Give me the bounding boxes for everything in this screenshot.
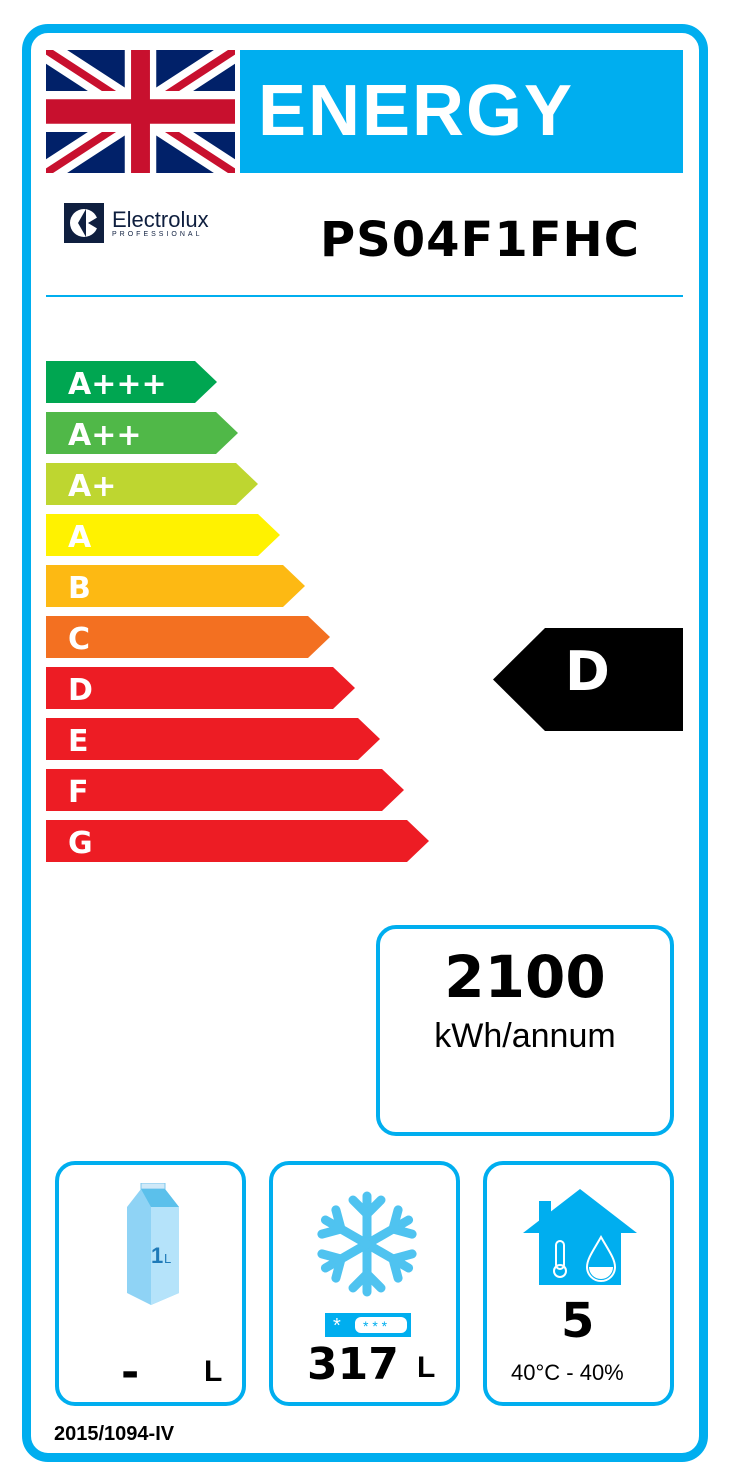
consumption-unit: kWh/annum	[434, 1017, 616, 1055]
rating-class: D	[565, 640, 610, 703]
model-number: PS04F1FHC	[320, 212, 640, 268]
rating-arrow	[493, 628, 683, 731]
energy-title: ENERGY	[240, 50, 683, 173]
class-label: A+	[68, 469, 116, 504]
brand-name: Electrolux	[112, 206, 209, 232]
union-jack-flag-icon	[46, 50, 235, 173]
svg-text:*: *	[333, 1315, 341, 1337]
class-bar-g	[46, 820, 429, 862]
svg-text:* * *: * * *	[363, 1318, 388, 1334]
class-bar-d	[46, 667, 355, 709]
snowflake-icon	[317, 1191, 417, 1299]
class-bar-b	[46, 565, 305, 607]
label-frame	[22, 24, 708, 1462]
divider	[46, 295, 683, 297]
class-label: G	[68, 826, 93, 861]
electrolux-logo-icon	[64, 203, 104, 243]
class-label: A+++	[68, 367, 167, 402]
class-bar-ap	[46, 463, 258, 505]
chilled-unit: L	[204, 1355, 223, 1388]
class-label: E	[68, 724, 89, 759]
class-label: A	[68, 520, 92, 555]
milk-carton-icon: 1 L	[127, 1183, 179, 1305]
climate-class-box: 5 40°C - 40%	[483, 1161, 674, 1406]
consumption-value: 2100	[444, 943, 606, 1011]
climate-class: 5	[561, 1293, 595, 1349]
frozen-unit: L	[417, 1351, 436, 1384]
frozen-value: 317	[307, 1339, 399, 1390]
class-bar-c	[46, 616, 330, 658]
class-label: C	[68, 622, 90, 657]
brand-logo: Electrolux PROFESSIONAL	[64, 203, 209, 243]
chilled-volume-box: 1 L - L	[55, 1161, 246, 1406]
carton-label: 1	[151, 1243, 163, 1268]
house-climate-icon	[523, 1189, 637, 1285]
class-label: D	[68, 673, 93, 708]
brand-sub: PROFESSIONAL	[112, 230, 203, 238]
class-bar-appp	[46, 361, 217, 403]
star-rating-icon: * * * *	[325, 1313, 411, 1337]
class-bar-e	[46, 718, 380, 760]
class-label: F	[68, 775, 89, 810]
class-label: A++	[68, 418, 142, 453]
climate-conditions: 40°C - 40%	[511, 1360, 624, 1385]
consumption-box: 2100 kWh/annum	[376, 925, 674, 1136]
regulation-number: 2015/1094-IV	[54, 1423, 175, 1445]
class-bar-f	[46, 769, 404, 811]
class-label: B	[68, 571, 91, 606]
class-bar-a	[46, 514, 280, 556]
svg-text:L: L	[164, 1251, 171, 1266]
class-bar-app	[46, 412, 238, 454]
frozen-volume-box: * * * * 317 L	[269, 1161, 460, 1406]
chilled-value: -	[121, 1347, 140, 1398]
